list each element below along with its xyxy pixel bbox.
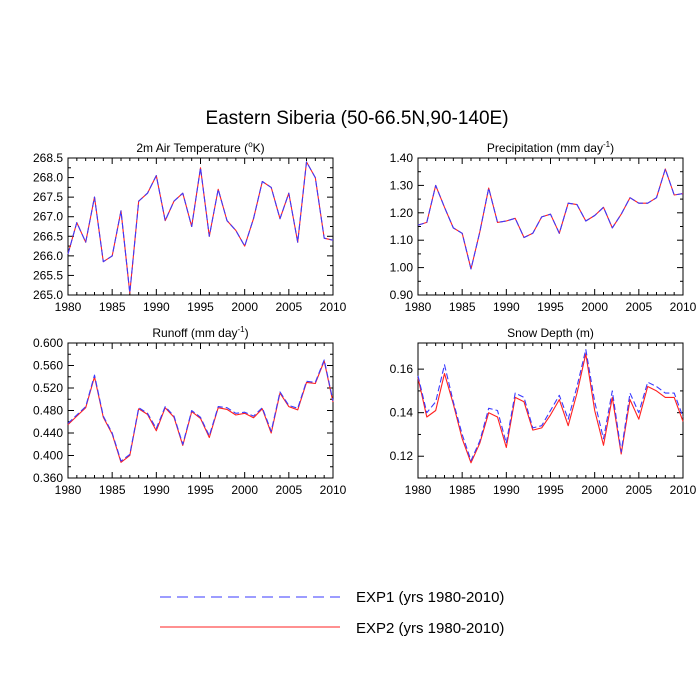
- figure-title: Eastern Siberia (50-66.5N,90-140E): [205, 108, 508, 129]
- x-tick-label: 1990: [493, 483, 520, 497]
- plot-frame: [417, 157, 684, 296]
- y-tick-label: 0.400: [33, 449, 63, 463]
- y-tick-label: 0.12: [390, 449, 414, 463]
- y-tick-label: 268.0: [33, 171, 63, 185]
- x-tick-label: 1995: [187, 483, 214, 497]
- x-tick-label: 1985: [449, 300, 476, 314]
- panel-1: 2m Air Temperature (oK) 1980 1985 1990 1995 2…: [33, 140, 347, 314]
- x-tick-label: 2010: [320, 300, 347, 314]
- y-tick-label: 0.16: [390, 362, 414, 376]
- x-tick-label: 2010: [320, 483, 347, 497]
- panel-title: Precipitation (mm day-1): [487, 140, 614, 155]
- y-tick-label: 0.440: [33, 426, 63, 440]
- y-tick-label: 1.10: [390, 233, 414, 247]
- x-tick-label: 2000: [231, 300, 258, 314]
- series-line-exp1: [67, 161, 334, 294]
- x-tick-label: 1985: [99, 483, 126, 497]
- x-tick-label: 2005: [625, 300, 652, 314]
- y-tick-label: 0.520: [33, 381, 63, 395]
- x-tick-label: 1990: [493, 300, 520, 314]
- y-tick-label: 0.600: [33, 336, 63, 350]
- x-tick-label: 1980: [55, 300, 82, 314]
- x-tick-label: 1985: [449, 483, 476, 497]
- panel-3: Runoff (mm day-1) 1980 1985 1990 1995 2000 200…: [33, 325, 347, 497]
- y-tick-label: 0.90: [390, 288, 414, 302]
- panels: 2m Air Temperature (oK) 1980 1985 1990 1995 2…: [33, 140, 697, 497]
- y-tick-label: 0.480: [33, 404, 63, 418]
- series-line-exp1: [417, 168, 684, 270]
- y-tick-label: 267.5: [33, 190, 63, 204]
- x-tick-label: 2005: [275, 483, 302, 497]
- x-tick-label: 1980: [405, 300, 432, 314]
- x-tick-label: 2010: [670, 300, 697, 314]
- x-tick-label: 1995: [187, 300, 214, 314]
- x-tick-label: 2005: [625, 483, 652, 497]
- y-tick-label: 268.5: [33, 151, 63, 165]
- y-tick-label: 266.5: [33, 229, 63, 243]
- panel-title: Runoff (mm day-1): [152, 325, 248, 340]
- x-tick-label: 2005: [275, 300, 302, 314]
- x-tick-label: 1980: [55, 483, 82, 497]
- y-tick-label: 0.14: [390, 406, 414, 420]
- y-tick-label: 266.0: [33, 249, 63, 263]
- y-tick-label: 1.30: [390, 178, 414, 192]
- series-line-exp2: [67, 161, 334, 294]
- y-tick-label: 0.360: [33, 471, 63, 485]
- series-line-exp2: [417, 353, 684, 464]
- x-tick-label: 1990: [143, 300, 170, 314]
- legend: EXP1 (yrs 1980-2010) EXP2 (yrs 1980-2010…: [160, 589, 504, 637]
- y-tick-label: 267.0: [33, 210, 63, 224]
- x-tick-label: 1980: [405, 483, 432, 497]
- x-tick-label: 1990: [143, 483, 170, 497]
- panel-title: Snow Depth (m): [507, 326, 594, 340]
- y-tick-label: 265.5: [33, 268, 63, 282]
- legend-label-exp2: EXP2 (yrs 1980-2010): [356, 620, 504, 637]
- series-line-exp2: [417, 168, 684, 270]
- panel-title: 2m Air Temperature (oK): [136, 140, 264, 155]
- x-tick-label: 1985: [99, 300, 126, 314]
- x-tick-label: 1995: [537, 483, 564, 497]
- panel-4: Snow Depth (m) 1980 1985 1990 1995 2000 2005 20…: [390, 326, 697, 497]
- legend-label-exp1: EXP1 (yrs 1980-2010): [356, 589, 504, 606]
- y-tick-label: 0.560: [33, 359, 63, 373]
- series-line-exp1: [67, 359, 334, 462]
- x-tick-label: 1995: [537, 300, 564, 314]
- plot-frame: [67, 342, 334, 479]
- y-tick-label: 1.20: [390, 206, 414, 220]
- series-line-exp1: [417, 348, 684, 462]
- x-tick-label: 2000: [581, 300, 608, 314]
- x-tick-label: 2000: [581, 483, 608, 497]
- y-tick-label: 1.40: [390, 151, 414, 165]
- series-line-exp2: [67, 360, 334, 463]
- y-tick-label: 265.0: [33, 288, 63, 302]
- x-tick-label: 2010: [670, 483, 697, 497]
- plot-frame: [67, 157, 334, 296]
- panel-2: Precipitation (mm day-1) 1980 1985 1990 1995…: [390, 140, 697, 314]
- x-tick-label: 2000: [231, 483, 258, 497]
- y-tick-label: 1.00: [390, 261, 414, 275]
